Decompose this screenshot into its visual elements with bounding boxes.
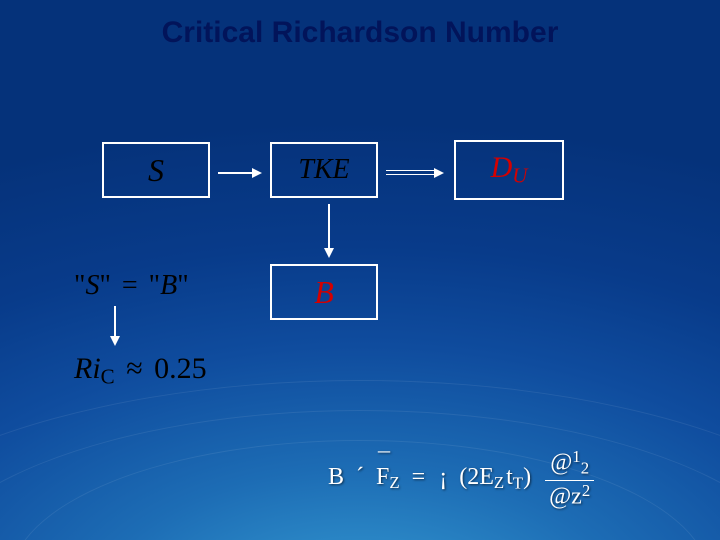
equation-s-equals-b: "S" = "B": [74, 270, 189, 302]
box-b: B: [270, 264, 378, 320]
arrow-s-to-tke: [218, 168, 262, 178]
symbol-b: B: [314, 274, 334, 311]
equation-ric: RiC ≈ 0.25: [74, 352, 207, 389]
box-du: DU: [454, 140, 564, 200]
slide-title: Critical Richardson Number: [0, 16, 720, 50]
box-s: S: [102, 142, 210, 198]
arrow-tke-to-b: [324, 204, 334, 258]
symbol-s: S: [148, 152, 164, 189]
arrow-sb-to-ric: [110, 306, 120, 346]
arrow-tke-to-du: [386, 168, 444, 178]
symbol-tke: TKE: [298, 154, 349, 186]
equation-bottom: B ´ ¯ FZ = ¡ (2EZtT) @12 @z2: [328, 448, 594, 509]
symbol-du: DU: [491, 151, 528, 188]
box-tke: TKE: [270, 142, 378, 198]
